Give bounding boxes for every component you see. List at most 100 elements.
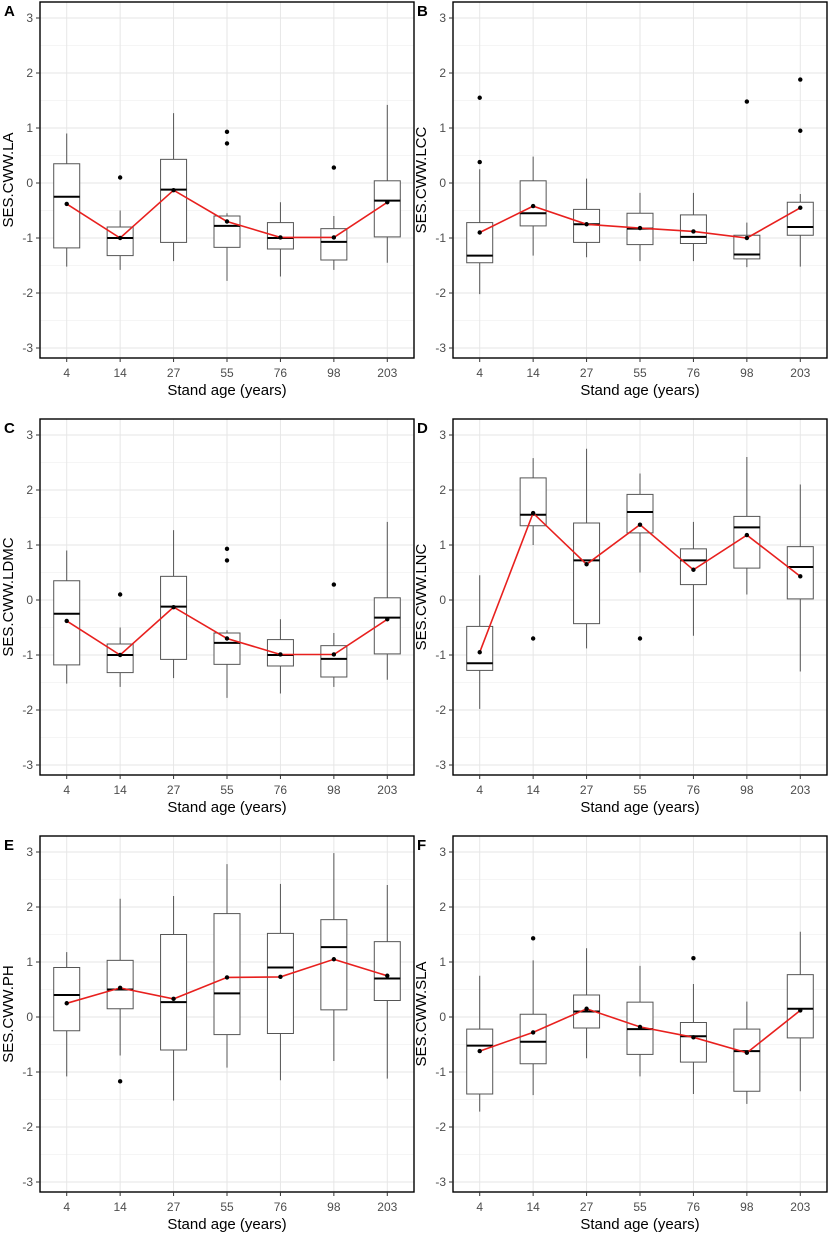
x-tick-label: 98	[740, 783, 754, 797]
mean-point	[224, 219, 230, 224]
outlier-point	[224, 141, 230, 146]
y-tick-label: -2	[22, 286, 33, 300]
x-axis-title: Stand age (years)	[167, 382, 286, 399]
mean-point	[278, 974, 283, 980]
box	[519, 477, 547, 527]
y-tick-label: -1	[22, 231, 33, 245]
mean-point	[744, 235, 750, 241]
box	[573, 522, 601, 625]
panel-label: F	[417, 837, 426, 854]
box	[160, 575, 188, 660]
mean-point	[530, 510, 536, 516]
mean-point	[64, 201, 69, 207]
box	[786, 974, 814, 1039]
y-tick-label: -1	[435, 1065, 446, 1079]
mean-point	[171, 996, 176, 1002]
x-tick-label: 203	[377, 783, 397, 797]
outlier-point	[477, 95, 482, 100]
box	[519, 1013, 547, 1065]
panel-label: E	[4, 837, 14, 854]
outlier-point	[477, 159, 482, 165]
mean-point	[117, 235, 123, 241]
mean-point	[477, 650, 482, 655]
panel-e: -3 -2 -1 0 1 2 3 4 14 27 55 76 98 203 Stand age (years…	[0, 835, 415, 1233]
y-tick-label: -1	[22, 1065, 33, 1079]
mean-point	[278, 652, 283, 657]
x-tick-label: 55	[220, 783, 234, 797]
mean-point	[744, 1050, 750, 1055]
x-tick-label: 98	[327, 783, 341, 797]
outlier-point	[117, 592, 123, 597]
y-tick-label: 0	[26, 176, 33, 190]
mean-point	[691, 567, 696, 572]
panel-d: -3 -2 -1 0 1 2 3 4 14 27 55 76 98 203 Stand age (years…	[413, 418, 828, 816]
y-axis-title: SES.CWW.LDMC	[0, 537, 17, 656]
mean-point	[691, 1035, 696, 1040]
mean-point	[171, 187, 176, 193]
outlier-point	[117, 1079, 123, 1084]
x-tick-label: 27	[580, 366, 594, 380]
x-axis-title: Stand age (years)	[167, 799, 286, 816]
y-axis-title: SES.CWW.LNC	[413, 543, 430, 650]
y-tick-label: 3	[439, 11, 446, 25]
y-tick-label: 2	[439, 900, 446, 914]
x-tick-label: 55	[633, 366, 647, 380]
box	[373, 180, 401, 238]
y-tick-label: -1	[22, 648, 33, 662]
mean-point	[744, 532, 750, 538]
y-tick-label: -3	[435, 341, 446, 355]
outlier-point	[530, 936, 536, 941]
x-tick-label: 4	[476, 783, 483, 797]
x-tick-label: 203	[790, 783, 810, 797]
x-axis-title: Stand age (years)	[167, 1216, 286, 1233]
outlier-point	[798, 128, 803, 133]
mean-point	[331, 957, 337, 962]
y-axis-title: SES.CWW.SLA	[413, 961, 430, 1066]
box	[519, 180, 547, 227]
panel-label: A	[4, 3, 15, 20]
box	[373, 941, 401, 1002]
y-tick-label: 0	[439, 176, 446, 190]
y-tick-label: 3	[26, 428, 33, 442]
panel-label: D	[417, 420, 428, 437]
y-tick-label: 3	[26, 845, 33, 859]
y-tick-label: 0	[26, 1010, 33, 1024]
outlier-point	[744, 99, 750, 104]
mean-point	[385, 200, 390, 205]
x-tick-label: 14	[113, 783, 127, 797]
x-tick-label: 76	[687, 1200, 701, 1214]
y-tick-label: -3	[22, 758, 33, 772]
mean-point	[637, 522, 643, 527]
mean-point	[584, 1006, 589, 1011]
y-tick-label: -3	[22, 341, 33, 355]
y-tick-label: -2	[22, 703, 33, 717]
mean-point	[530, 1030, 536, 1035]
panel-label: B	[417, 3, 428, 20]
x-tick-label: 76	[687, 783, 701, 797]
x-tick-label: 27	[167, 366, 181, 380]
x-tick-label: 27	[167, 783, 181, 797]
box	[320, 645, 348, 678]
box	[106, 959, 134, 1010]
y-axis-title: SES.CWW.LA	[0, 132, 17, 227]
y-tick-label: 1	[26, 121, 33, 135]
mean-point	[798, 574, 803, 579]
panel-a: -3 -2 -1 0 1 2 3 4 14 27 55 76 98 203 Stand age (years…	[0, 1, 415, 399]
mean-point	[224, 636, 230, 641]
x-tick-label: 4	[63, 1200, 70, 1214]
box	[626, 493, 654, 534]
mean-point	[798, 205, 803, 210]
y-tick-label: -3	[435, 1175, 446, 1189]
mean-point	[477, 230, 482, 235]
x-tick-label: 76	[274, 366, 288, 380]
mean-point	[224, 975, 230, 980]
y-tick-label: 3	[26, 11, 33, 25]
y-tick-label: 2	[439, 483, 446, 497]
y-tick-label: 1	[439, 121, 446, 135]
mean-point	[385, 973, 390, 978]
outlier-point	[224, 558, 230, 563]
outlier-point	[691, 955, 696, 961]
outlier-point	[331, 165, 337, 170]
x-tick-label: 55	[220, 1200, 234, 1214]
y-tick-label: 1	[26, 955, 33, 969]
